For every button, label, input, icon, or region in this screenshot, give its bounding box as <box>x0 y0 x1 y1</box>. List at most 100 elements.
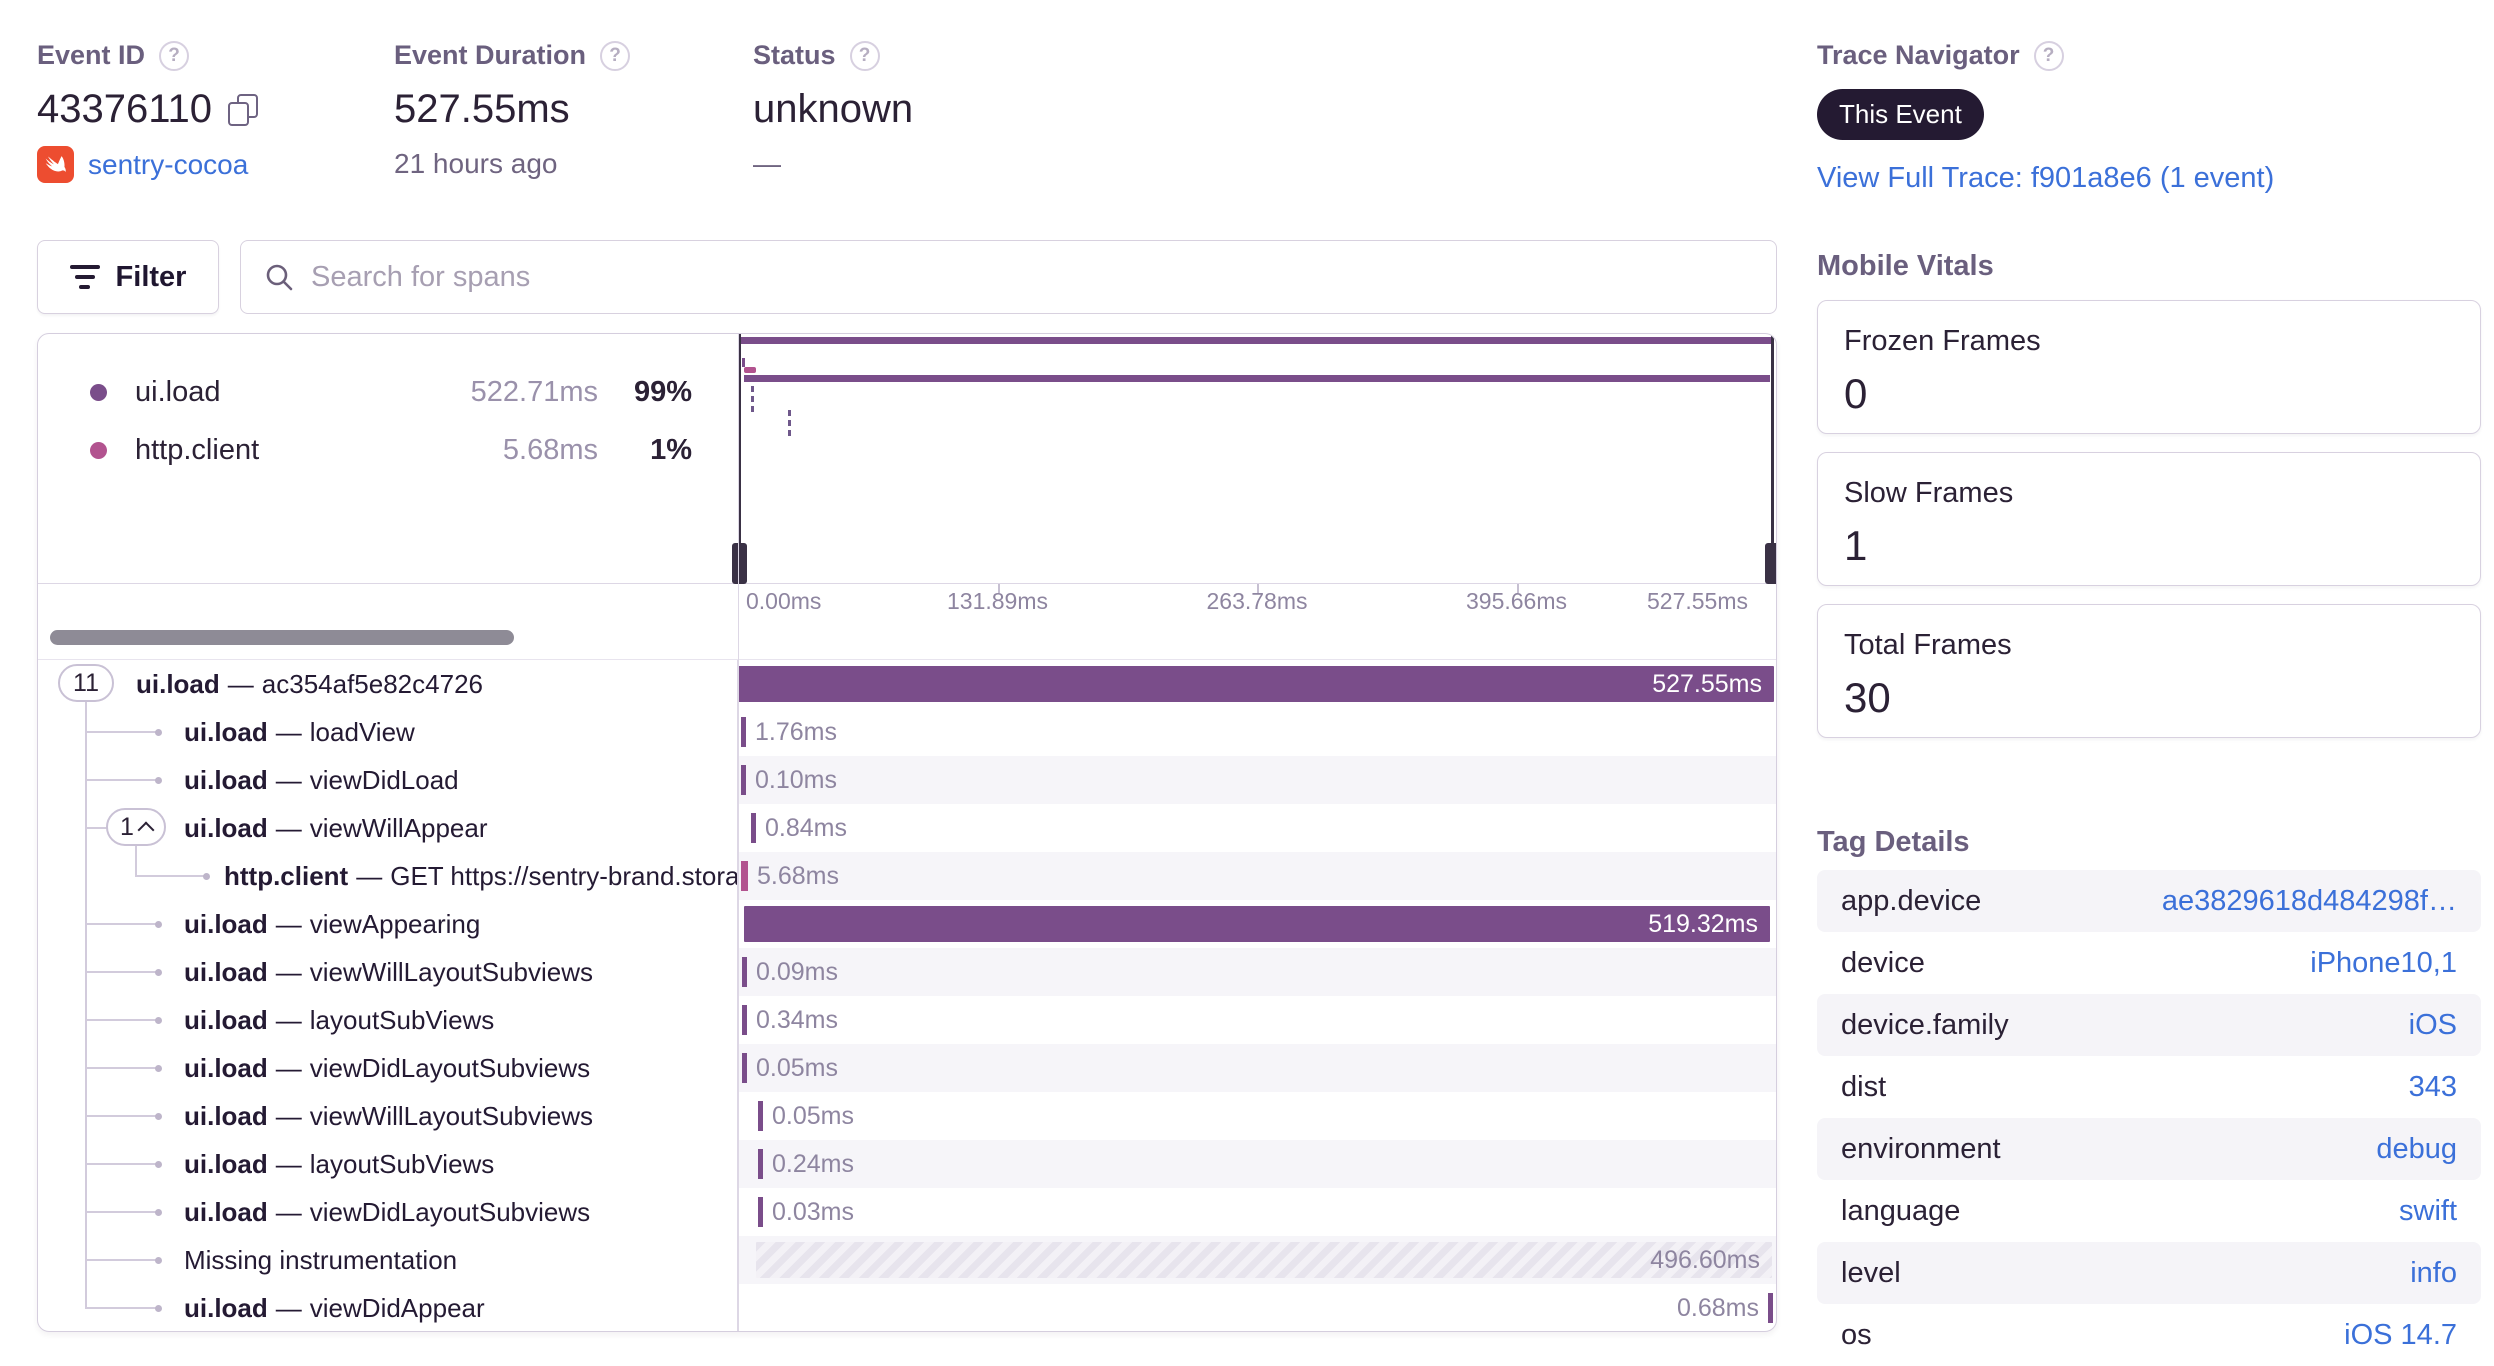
span-row[interactable]: ui.load — layoutSubViews 0.24ms <box>38 1140 1776 1188</box>
span-description: ui.load — viewDidLoad <box>184 764 459 795</box>
span-row[interactable]: ui.load — loadView 1.76ms <box>38 708 1776 756</box>
tag-value-link[interactable]: iOS 14.7 <box>2344 1318 2457 1351</box>
tag-row: os iOS 14.7 <box>1817 1304 2481 1366</box>
status-column: Status ? unknown — <box>753 40 913 180</box>
span-count-badge[interactable]: 1 <box>106 808 166 846</box>
help-icon[interactable]: ? <box>2033 40 2064 71</box>
tree-node-dot <box>155 1065 162 1072</box>
tag-key: app.device <box>1841 884 1982 917</box>
span-description: ui.load — viewDidAppear <box>184 1292 485 1323</box>
tree-subtrunk-line <box>135 846 137 876</box>
tag-key: environment <box>1841 1132 2001 1165</box>
span-description: ui.load — viewWillLayoutSubviews <box>184 956 594 987</box>
span-count-badge[interactable]: 11 <box>58 664 114 702</box>
span-row[interactable]: http.client — GET https://sentry-brand.sto… <box>38 852 1776 900</box>
legend-item[interactable]: http.client 5.68ms 1% <box>38 428 738 472</box>
minimap-root-span-bar <box>741 337 1771 344</box>
tree-connector <box>85 1067 157 1069</box>
legend-duration: 5.68ms <box>502 433 598 466</box>
viewport-left-handle[interactable] <box>732 543 747 584</box>
span-duration-bar[interactable]: 527.55ms <box>738 666 1774 702</box>
status-value: unknown <box>753 87 914 131</box>
axis-label: 0.00ms <box>746 588 822 614</box>
span-duration-tick[interactable] <box>741 717 746 747</box>
trace-minimap[interactable] <box>732 334 1776 584</box>
span-duration-tick[interactable] <box>751 813 756 843</box>
tag-value-link[interactable]: iPhone10,1 <box>2310 946 2457 979</box>
viewport-left-edge[interactable] <box>738 334 741 584</box>
help-icon[interactable]: ? <box>159 40 190 71</box>
help-icon[interactable]: ? <box>600 40 631 71</box>
tag-row: language swift <box>1817 1180 2481 1242</box>
tree-connector <box>85 1211 157 1213</box>
help-icon[interactable]: ? <box>849 40 880 71</box>
span-duration-tick[interactable] <box>758 1149 763 1179</box>
chevron-up-icon <box>137 821 155 838</box>
viewport-right-handle[interactable] <box>1765 543 1776 584</box>
span-row[interactable]: ui.load — viewDidLayoutSubviews 0.05ms <box>38 1044 1776 1092</box>
span-description: ui.load — viewWillLayoutSubviews <box>184 1100 594 1131</box>
minimap-continuation-dots <box>751 386 754 412</box>
project-link[interactable]: sentry-cocoa <box>88 148 249 180</box>
span-duration-bar[interactable]: 519.32ms <box>744 906 1770 942</box>
span-row[interactable]: ui.load — viewWillLayoutSubviews 0.05ms <box>38 1092 1776 1140</box>
span-duration-label: 0.10ms <box>755 765 837 794</box>
span-row[interactable]: ui.load — layoutSubViews 0.34ms <box>38 996 1776 1044</box>
event-age: 21 hours ago <box>394 148 558 179</box>
minimap-viewappearing-bar <box>744 375 1770 382</box>
tree-node-dot <box>155 1305 162 1312</box>
tag-value-link[interactable]: debug <box>2376 1132 2457 1165</box>
span-duration-tick[interactable] <box>742 957 747 987</box>
view-full-trace-link[interactable]: View Full Trace: f901a8e6 (1 event) <box>1817 162 2275 194</box>
axis-tick <box>1516 584 1519 593</box>
tag-value-link[interactable]: info <box>2410 1256 2457 1289</box>
tag-value-link[interactable]: ae3829618d484298f… <box>2161 884 2457 917</box>
span-duration-tick[interactable] <box>758 1197 763 1227</box>
tree-node-dot <box>155 921 162 928</box>
span-row[interactable]: Missing instrumentation 496.60ms <box>38 1236 1776 1284</box>
span-duration-tick[interactable] <box>741 861 748 891</box>
span-row[interactable]: 11 ui.load — ac354af5e82c4726 527.55ms <box>38 660 1776 708</box>
span-duration-tick[interactable] <box>741 765 746 795</box>
tag-details-title: Tag Details <box>1817 826 1970 858</box>
legend-op-name: ui.load <box>135 375 221 408</box>
tag-value-link[interactable]: iOS <box>2408 1008 2457 1041</box>
legend-item[interactable]: ui.load 522.71ms 99% <box>38 370 738 414</box>
span-row[interactable]: 1 ui.load — viewWillAppear 0.84ms <box>38 804 1776 852</box>
tree-connector <box>85 971 157 973</box>
span-search-input[interactable]: Search for spans <box>240 240 1777 314</box>
tree-bars-divider[interactable] <box>738 334 739 1331</box>
span-row[interactable]: ui.load — viewDidLoad 0.10ms <box>38 756 1776 804</box>
span-duration-tick[interactable] <box>1768 1293 1773 1323</box>
missing-instrumentation-bar[interactable]: 496.60ms <box>756 1242 1772 1278</box>
span-duration-tick[interactable] <box>742 1053 747 1083</box>
vital-value: 30 <box>1844 674 1891 721</box>
tag-value-link[interactable]: 343 <box>2408 1070 2457 1103</box>
span-description: ui.load — viewDidLayoutSubviews <box>184 1196 591 1227</box>
span-duration-label: 0.84ms <box>765 813 847 842</box>
span-duration-label: 5.68ms <box>757 861 839 890</box>
tree-connector <box>85 1259 157 1261</box>
vital-label: Frozen Frames <box>1844 325 2041 357</box>
vital-value: 1 <box>1844 522 1868 569</box>
minimap-section: ui.load 522.71ms 99% http.client 5.68ms … <box>38 334 1776 584</box>
trace-navigator-label: Trace Navigator <box>1817 40 2020 70</box>
span-row[interactable]: ui.load — viewDidAppear 0.68ms <box>38 1284 1776 1331</box>
horizontal-scrollbar[interactable] <box>50 630 514 645</box>
span-row[interactable]: ui.load — viewWillLayoutSubviews 0.09ms <box>38 948 1776 996</box>
mobile-vital-card: Slow Frames 1 <box>1817 452 2481 586</box>
span-row[interactable]: ui.load — viewDidLayoutSubviews 0.03ms <box>38 1188 1776 1236</box>
span-duration-tick[interactable] <box>742 1005 747 1035</box>
viewport-right-edge[interactable] <box>1771 334 1774 584</box>
status-sub: — <box>753 148 781 179</box>
tree-node-dot <box>203 873 210 880</box>
tag-value-link[interactable]: swift <box>2399 1194 2457 1227</box>
copy-icon[interactable] <box>228 93 258 126</box>
span-description: Missing instrumentation <box>184 1244 458 1275</box>
span-duration-tick[interactable] <box>758 1101 763 1131</box>
search-placeholder: Search for spans <box>311 260 531 293</box>
filter-button[interactable]: Filter <box>37 240 219 314</box>
legend-percentage: 99% <box>633 375 692 408</box>
span-description: ui.load — viewDidLayoutSubviews <box>184 1052 591 1083</box>
span-row[interactable]: ui.load — viewAppearing 519.32ms <box>38 900 1776 948</box>
